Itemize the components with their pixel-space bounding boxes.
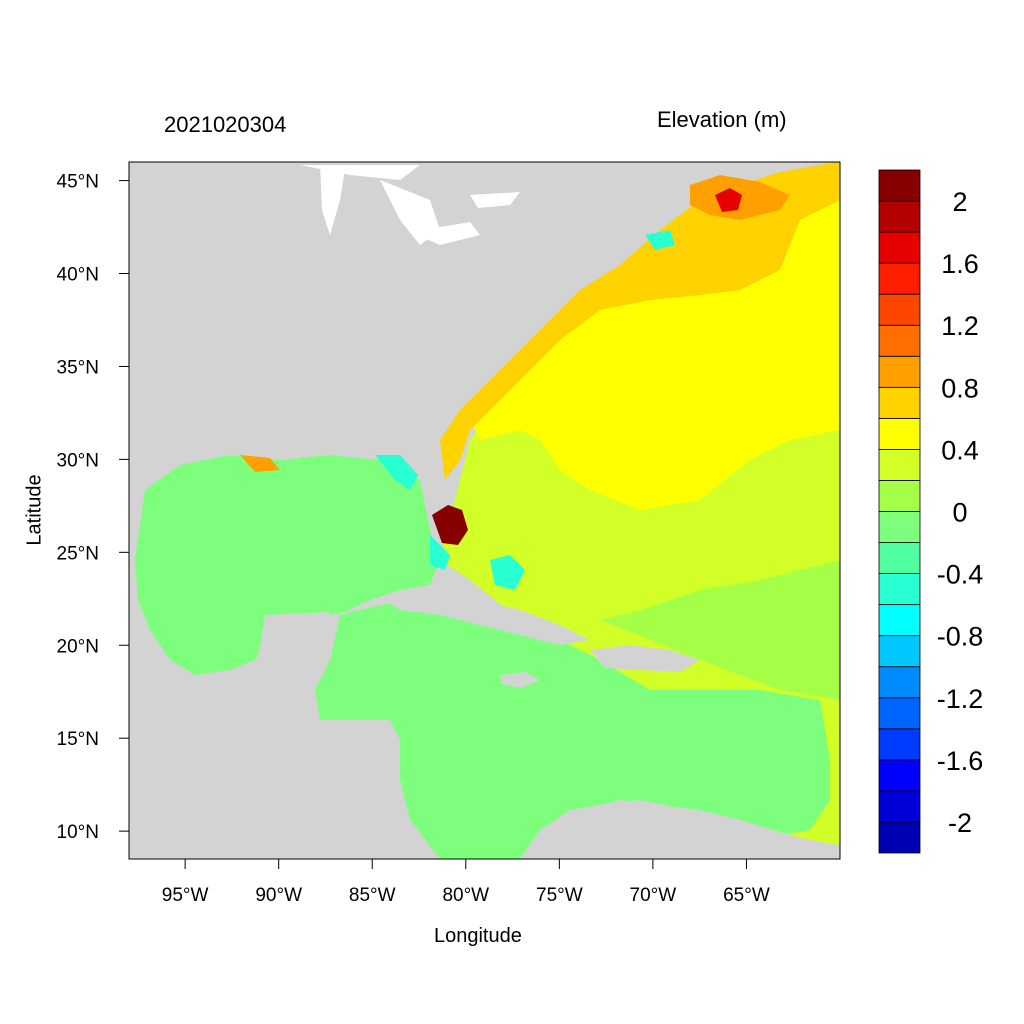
x-axis-label: Longitude bbox=[434, 925, 522, 947]
colorbar-swatch bbox=[878, 262, 921, 295]
colorbar-label: 0.8 bbox=[941, 373, 979, 403]
shelf-orange-region bbox=[440, 162, 840, 480]
colorbar-swatch bbox=[878, 697, 921, 730]
colorbar-label: 1.6 bbox=[941, 249, 979, 279]
colorbar-swatch bbox=[878, 511, 921, 543]
colorbar-swatch bbox=[878, 728, 921, 761]
colorbar-label: -1.2 bbox=[937, 684, 984, 714]
lon-tick-label: 75°W bbox=[536, 885, 583, 906]
colorbar-swatch bbox=[878, 821, 921, 854]
colorbar-swatch bbox=[878, 573, 921, 606]
lat-tick-label: 35°N bbox=[57, 357, 99, 378]
colorbar-swatch bbox=[878, 355, 921, 388]
colorbar-swatch bbox=[878, 635, 921, 668]
colorbar-label: -0.8 bbox=[937, 622, 984, 652]
hispaniola-land bbox=[590, 645, 700, 672]
colorbar-swatch bbox=[878, 604, 921, 637]
lon-tick-label: 95°W bbox=[162, 885, 209, 906]
colorbar-swatch bbox=[878, 449, 921, 481]
colorbar-swatch bbox=[878, 542, 921, 574]
lon-tick-label: 85°W bbox=[349, 885, 396, 906]
colorbar-swatch bbox=[878, 480, 921, 512]
florida-surge-dark-red bbox=[432, 505, 468, 545]
plot-frame bbox=[128, 161, 841, 860]
colorbar-label: -1.6 bbox=[937, 746, 984, 776]
colorbar-swatch bbox=[878, 759, 921, 792]
colorbar-swatch bbox=[878, 324, 921, 357]
map-date-title: 2021020304 bbox=[164, 112, 287, 137]
florida-bay-cyan bbox=[430, 535, 450, 570]
colorbar-swatch bbox=[878, 231, 921, 264]
colorbar-label: 1.2 bbox=[941, 311, 979, 341]
lon-tick-label: 70°W bbox=[630, 885, 677, 906]
lat-tick-label: 25°N bbox=[57, 543, 99, 564]
colorbar-swatch bbox=[878, 293, 921, 326]
lat-tick-label: 20°N bbox=[57, 636, 99, 657]
antilles-green-band bbox=[600, 560, 840, 700]
colorbar-label: -2 bbox=[948, 808, 972, 838]
gulf-and-caribbean bbox=[135, 455, 830, 859]
colorbar-swatch bbox=[878, 169, 921, 202]
colorbar-swatch bbox=[878, 386, 921, 419]
lat-tick-label: 15°N bbox=[57, 729, 99, 750]
lon-tick-label: 65°W bbox=[723, 885, 770, 906]
bahamas-cyan bbox=[490, 555, 525, 590]
lat-tick-label: 45°N bbox=[57, 172, 99, 193]
lon-tick-label: 80°W bbox=[442, 885, 489, 906]
colorbar-swatch bbox=[878, 200, 921, 233]
longitude-axis: 95°W 90°W 85°W 80°W 75°W 70°W 65°W bbox=[162, 859, 770, 906]
map-plot-area bbox=[129, 162, 840, 859]
colorbar-label: 0 bbox=[952, 498, 967, 528]
cuba-land bbox=[385, 590, 590, 645]
yucatan-land bbox=[255, 612, 330, 720]
colorbar-label: -0.4 bbox=[937, 560, 984, 590]
colorbar-swatch bbox=[878, 417, 921, 450]
colorbar-label: 2 bbox=[952, 187, 967, 217]
louisiana-orange bbox=[240, 455, 280, 472]
cedar-key-cyan bbox=[375, 455, 418, 490]
colorbar: -2 -1.6 -1.2 -0.8 -0.4 0 0.4 0.8 1.2 1.6 2 bbox=[878, 169, 984, 854]
jamaica-land bbox=[500, 672, 540, 688]
great-lakes bbox=[300, 165, 520, 245]
colorbar-label: 0.4 bbox=[941, 435, 979, 465]
lat-tick-label: 10°N bbox=[57, 822, 99, 843]
colorbar-swatch bbox=[878, 790, 921, 823]
colorbar-swatch bbox=[878, 666, 921, 699]
south-america-land bbox=[520, 800, 840, 859]
latitude-axis: 45°N 40°N 35°N 30°N 25°N 20°N 15°N 10°N bbox=[57, 172, 129, 843]
long-island-sound-cyan bbox=[645, 230, 675, 250]
lon-tick-label: 90°W bbox=[255, 885, 302, 906]
variable-title: Elevation (m) bbox=[657, 107, 787, 132]
lat-tick-label: 30°N bbox=[57, 450, 99, 471]
bay-of-fundy-red bbox=[715, 188, 742, 212]
lat-tick-label: 40°N bbox=[57, 265, 99, 286]
